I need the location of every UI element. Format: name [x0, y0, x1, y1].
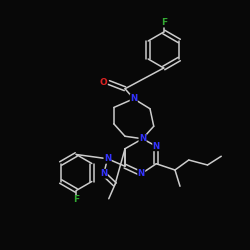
- Text: O: O: [100, 78, 107, 87]
- Text: N: N: [138, 169, 145, 178]
- Text: F: F: [73, 196, 79, 204]
- Text: N: N: [130, 94, 137, 103]
- Text: N: N: [139, 134, 146, 143]
- Text: F: F: [161, 18, 167, 27]
- Text: N: N: [153, 142, 160, 151]
- Text: N: N: [104, 154, 111, 163]
- Text: N: N: [100, 169, 107, 178]
